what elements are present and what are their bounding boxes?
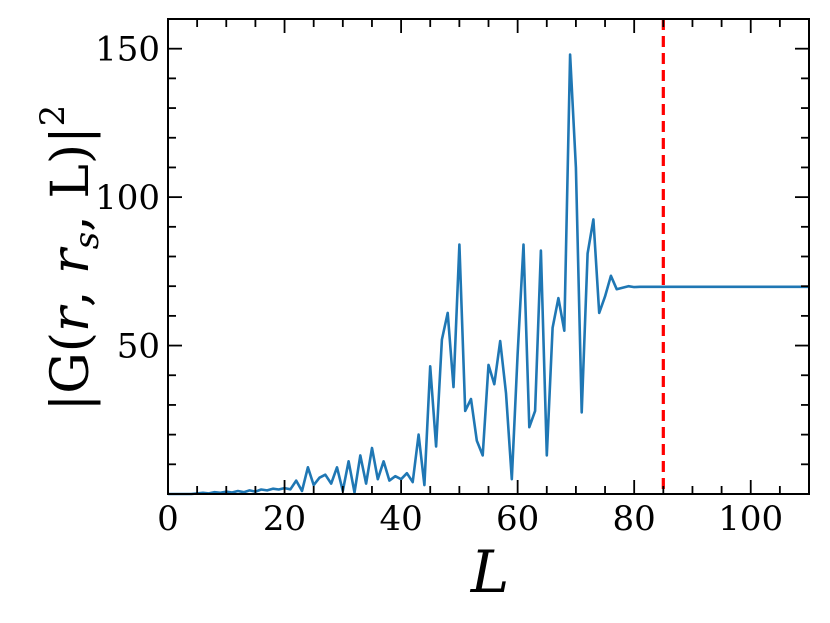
plot-area (168, 19, 809, 496)
x-tick-label: 40 (379, 499, 422, 539)
y-tick-label: 150 (95, 30, 160, 70)
series-line (168, 53, 809, 496)
x-tick-label: 100 (718, 499, 783, 539)
x-tick-label: 0 (157, 499, 179, 539)
x-tick-label: 20 (263, 499, 306, 539)
y-axis-title: |G(r, rs, L)|2 (33, 105, 107, 412)
y-tick-label: 100 (95, 178, 160, 218)
axis-ticks: 0 20 40 60 80 100 50 100 150 (95, 18, 810, 539)
x-tick-label: 60 (496, 499, 539, 539)
x-tick-label: 80 (613, 499, 656, 539)
plot-frame (167, 18, 810, 495)
y-tick-label: 50 (117, 327, 160, 367)
x-axis-title: L (470, 538, 510, 606)
